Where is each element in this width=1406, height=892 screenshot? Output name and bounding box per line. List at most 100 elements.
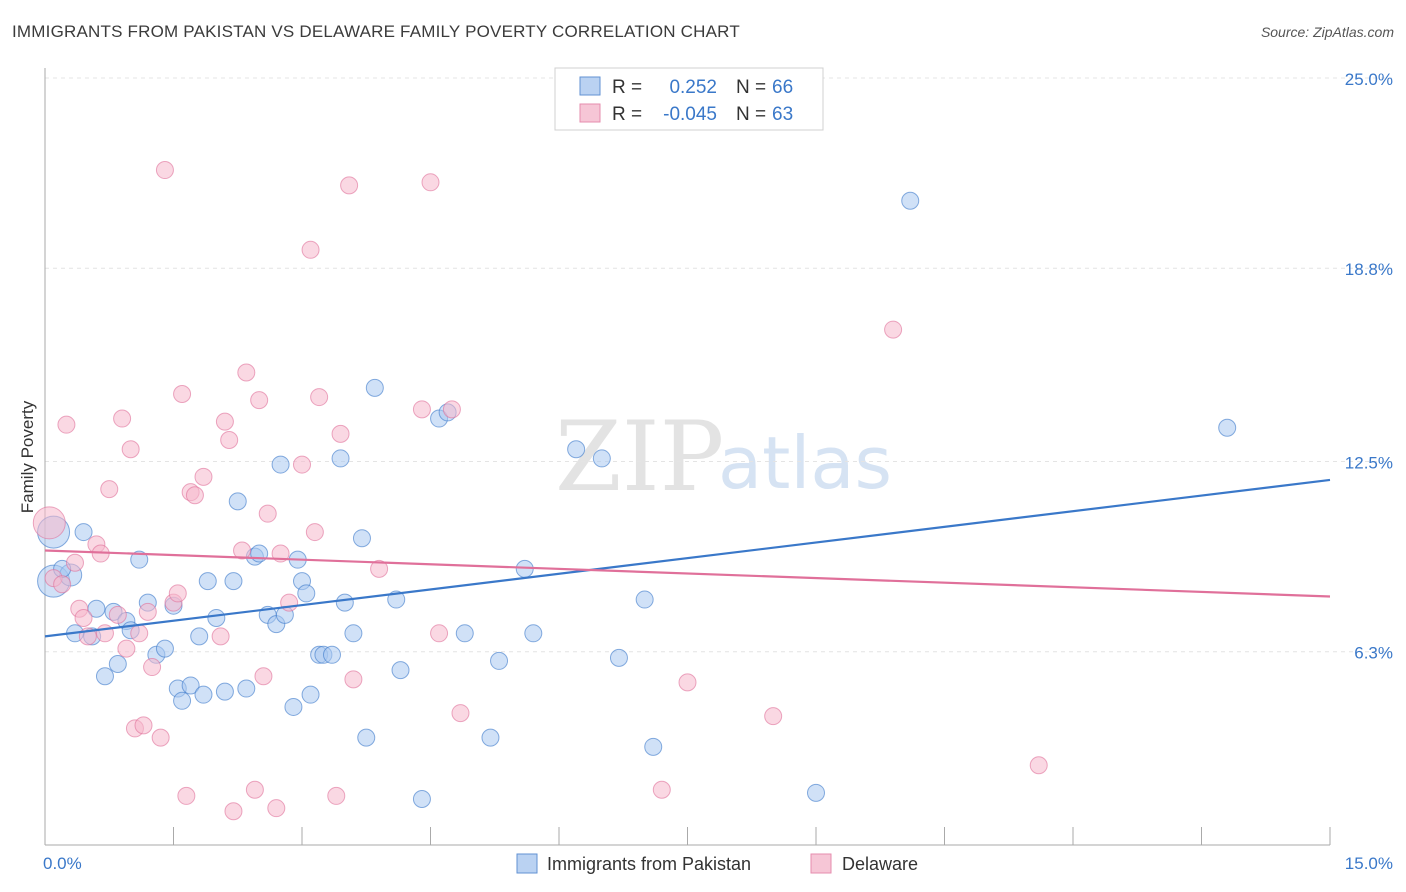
delaware-point	[293, 455, 311, 474]
bottom-legend-swatch-pink	[810, 853, 832, 874]
delaware-point	[344, 670, 363, 689]
pakistan-point	[237, 679, 256, 698]
delaware-point	[254, 667, 273, 686]
pakistan-point	[644, 737, 663, 756]
legend-n-label-1: N =	[736, 77, 766, 98]
delaware-point	[121, 440, 140, 459]
pakistan-point	[357, 728, 376, 747]
delaware-point	[155, 161, 174, 180]
delaware-point	[138, 602, 157, 621]
pakistan-point	[481, 728, 500, 747]
delaware-point	[652, 780, 671, 799]
pakistan-point	[352, 529, 371, 548]
legend-r-value-2: -0.045	[663, 104, 717, 125]
delaware-point	[280, 593, 299, 612]
source-label: Source: ZipAtlas.com	[1260, 24, 1394, 40]
delaware-point	[412, 400, 431, 419]
delaware-point	[177, 786, 196, 805]
chart-title: IMMIGRANTS FROM PAKISTAN VS DELAWARE FAM…	[12, 22, 740, 41]
delaware-point	[220, 431, 239, 450]
delaware-point	[215, 412, 234, 431]
pakistan-point	[297, 584, 316, 603]
pakistan-point	[524, 624, 543, 643]
delaware-point	[430, 624, 449, 643]
pakistan-point	[387, 590, 406, 609]
delaware-point	[258, 504, 277, 523]
delaware-point	[211, 627, 230, 646]
x-tick-label-max: 15.0%	[1345, 854, 1393, 873]
pakistan-point	[173, 691, 192, 710]
pakistan-point	[331, 449, 350, 468]
delaware-point	[185, 486, 204, 505]
y-tick-label: 25.0%	[1345, 70, 1393, 89]
watermark-zip: ZIP	[555, 401, 724, 513]
trend-lines	[44, 478, 1331, 638]
delaware-point	[451, 704, 470, 723]
delaware-point	[884, 320, 903, 339]
pakistan-point	[592, 449, 611, 468]
bottom-legend-label-pakistan: Immigrants from Pakistan	[547, 854, 751, 874]
pakistan-point	[567, 440, 586, 459]
delaware-point	[442, 400, 461, 419]
pakistan-point	[344, 624, 363, 643]
delaware-point	[224, 802, 243, 821]
pakistan-point	[901, 191, 920, 210]
delaware-point	[65, 553, 84, 572]
delaware-point	[267, 799, 286, 818]
legend-r-label-2: R =	[612, 104, 642, 125]
y-axis-label: Family Poverty	[18, 400, 37, 513]
pakistan-point	[130, 550, 149, 569]
pakistan-point	[181, 676, 200, 695]
legend-n-label-2: N =	[736, 104, 766, 125]
delaware-point	[370, 559, 389, 578]
y-tick-label: 6.3%	[1354, 644, 1393, 663]
delaware-point	[250, 391, 269, 410]
delaware-point	[305, 523, 324, 542]
delaware-point	[151, 728, 170, 747]
pakistan-point	[190, 627, 209, 646]
pakistan-point	[635, 590, 654, 609]
delaware-point	[421, 173, 440, 192]
pakistan-point	[455, 624, 474, 643]
delaware-point	[173, 385, 192, 404]
delaware-point	[134, 716, 153, 735]
y-tick-label: 12.5%	[1345, 454, 1393, 473]
delaware-point	[301, 240, 320, 259]
delaware-point	[57, 415, 76, 434]
x-ticks	[44, 827, 1331, 845]
watermark-atlas: atlas	[718, 421, 892, 505]
trendline-delaware	[44, 549, 1331, 598]
pakistan-point	[301, 685, 320, 704]
pakistan-point	[198, 572, 217, 591]
delaware-point	[245, 780, 264, 799]
bottom-legend-label-delaware: Delaware	[842, 854, 918, 874]
delaware-point	[108, 605, 127, 624]
delaware-point	[130, 624, 149, 643]
pakistan-point	[74, 523, 93, 542]
legend-r-value-1: 0.252	[669, 77, 717, 98]
delaware-point	[143, 658, 162, 677]
delaware-point	[764, 707, 783, 726]
x-tick-label-min: 0.0%	[43, 854, 82, 873]
delaware-point	[1029, 756, 1048, 775]
legend-n-value-1: 66	[772, 77, 793, 98]
bottom-legend: Immigrants from Pakistan Delaware	[516, 853, 918, 874]
pakistan-point	[412, 789, 431, 808]
pakistan-point	[1218, 418, 1237, 437]
pakistan-point	[284, 697, 303, 716]
delaware-point	[194, 467, 213, 486]
pakistan-point	[194, 685, 213, 704]
delaware-point	[53, 575, 72, 594]
pakistan-point	[335, 593, 354, 612]
legend: R = 0.252 N = 66 R = -0.045 N = 63	[554, 67, 824, 131]
delaware-point	[331, 424, 350, 443]
delaware-point	[678, 673, 697, 692]
trendline-pakistan	[44, 478, 1331, 638]
y-tick-labels: 6.3% 12.5% 18.8% 25.0%	[1345, 70, 1393, 663]
delaware-point	[113, 409, 132, 428]
delaware-point	[310, 388, 329, 407]
legend-r-label-1: R =	[612, 77, 642, 98]
delaware-point	[32, 506, 66, 540]
pakistan-point	[155, 639, 174, 658]
